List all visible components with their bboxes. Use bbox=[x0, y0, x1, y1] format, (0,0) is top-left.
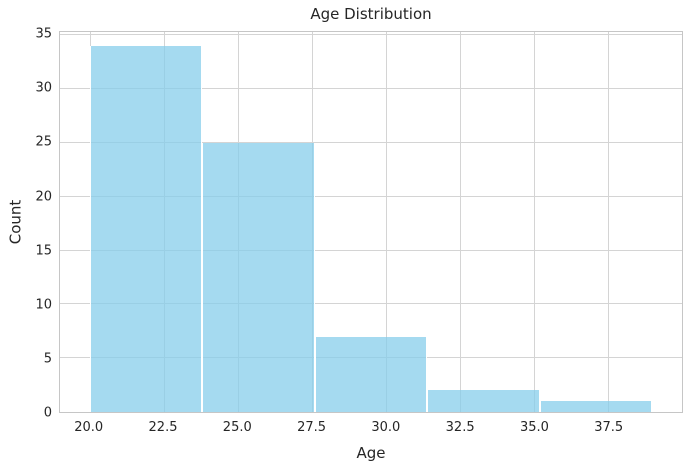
y-tick-label: 15 bbox=[35, 243, 52, 259]
x-tick-label: 27.5 bbox=[297, 420, 327, 435]
y-tick-label: 25 bbox=[35, 134, 52, 150]
x-tick-label: 37.5 bbox=[594, 420, 624, 435]
gridline-y bbox=[60, 88, 682, 90]
gridline-x bbox=[459, 32, 461, 412]
x-tick-label: 32.5 bbox=[445, 420, 475, 435]
plot-area bbox=[59, 31, 683, 413]
x-tick-label: 25.0 bbox=[222, 420, 252, 435]
gridline-y bbox=[60, 34, 682, 36]
histogram-bar bbox=[314, 336, 428, 412]
y-tick-label: 5 bbox=[43, 351, 52, 367]
y-tick-label: 0 bbox=[43, 405, 52, 421]
histogram-bar bbox=[539, 401, 653, 412]
x-tick-label: 30.0 bbox=[371, 420, 401, 435]
y-tick-label: 35 bbox=[35, 26, 52, 42]
x-tick-label: 35.0 bbox=[519, 420, 549, 435]
x-tick-label: 20.0 bbox=[74, 420, 104, 435]
gridline-y bbox=[60, 141, 682, 143]
histogram-bar bbox=[427, 390, 540, 412]
histogram-bar bbox=[202, 142, 315, 412]
x-tick-label: 22.5 bbox=[148, 420, 178, 435]
y-tick-area: 0 5 10 15 20 25 30 35 bbox=[0, 26, 52, 420]
x-tick-area: 20.0 22.5 25.0 27.5 30.0 32.5 35.0 37.5 bbox=[59, 421, 683, 437]
gridline-x bbox=[533, 32, 535, 412]
y-tick-label: 20 bbox=[35, 189, 52, 205]
gridline-y bbox=[60, 249, 682, 251]
gridline-x bbox=[385, 32, 387, 412]
x-axis-label: Age bbox=[356, 444, 386, 462]
y-tick-label: 10 bbox=[35, 297, 52, 313]
histogram-bar bbox=[89, 46, 203, 412]
y-tick-label: 30 bbox=[35, 80, 52, 96]
gridline-y bbox=[60, 303, 682, 305]
gridline-x bbox=[607, 32, 609, 412]
chart-title: Age Distribution bbox=[310, 5, 432, 23]
gridline-y bbox=[60, 195, 682, 197]
